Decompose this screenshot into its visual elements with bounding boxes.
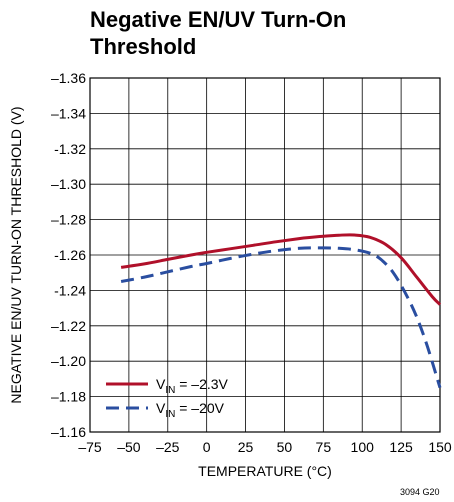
y-tick-label: –1.18 bbox=[51, 389, 86, 405]
x-tick-label: 50 bbox=[277, 439, 293, 455]
grid-lines bbox=[90, 78, 440, 432]
x-tick-label: 100 bbox=[351, 439, 375, 455]
series-lines bbox=[121, 235, 440, 388]
y-tick-label: –1.36 bbox=[51, 70, 86, 86]
x-tick-label: 150 bbox=[428, 439, 452, 455]
x-tick-label: 0 bbox=[203, 439, 211, 455]
figure-id: 3094 G20 bbox=[400, 487, 440, 497]
y-tick-labels: –1.36 –1.34 -1.32 –1.30 –1.28 -1.26 -1.24 –1.22… bbox=[51, 70, 86, 440]
x-axis-label: TEMPERATURE (°C) bbox=[198, 463, 332, 479]
y-tick-label: -1.32 bbox=[54, 141, 86, 157]
x-tick-label: 25 bbox=[238, 439, 254, 455]
x-tick-label: –75 bbox=[78, 439, 102, 455]
y-tick-label: –1.16 bbox=[51, 424, 86, 440]
y-tick-label: –1.34 bbox=[51, 105, 86, 121]
y-tick-label: –1.30 bbox=[51, 176, 86, 192]
x-tick-label: 125 bbox=[389, 439, 413, 455]
y-tick-label: –1.20 bbox=[51, 353, 86, 369]
series-line-2 bbox=[121, 248, 440, 388]
y-tick-label: –1.28 bbox=[51, 212, 86, 228]
legend-label-1: VIN = –2.3V bbox=[156, 376, 229, 396]
y-tick-label: –1.22 bbox=[51, 318, 86, 334]
x-tick-label: 75 bbox=[316, 439, 332, 455]
y-axis-label: NEGATIVE EN/UV TURN-ON THRESHOLD (V) bbox=[8, 106, 24, 403]
x-tick-label: –50 bbox=[117, 439, 141, 455]
legend-label-2: VIN = –20V bbox=[156, 400, 225, 420]
y-tick-label: -1.26 bbox=[54, 247, 86, 263]
y-tick-label: -1.24 bbox=[54, 282, 86, 298]
x-tick-label: –25 bbox=[156, 439, 180, 455]
legend: VIN = –2.3V VIN = –20V bbox=[106, 376, 229, 420]
x-tick-labels: –75 –50 –25 0 25 50 75 100 125 150 bbox=[78, 439, 452, 455]
